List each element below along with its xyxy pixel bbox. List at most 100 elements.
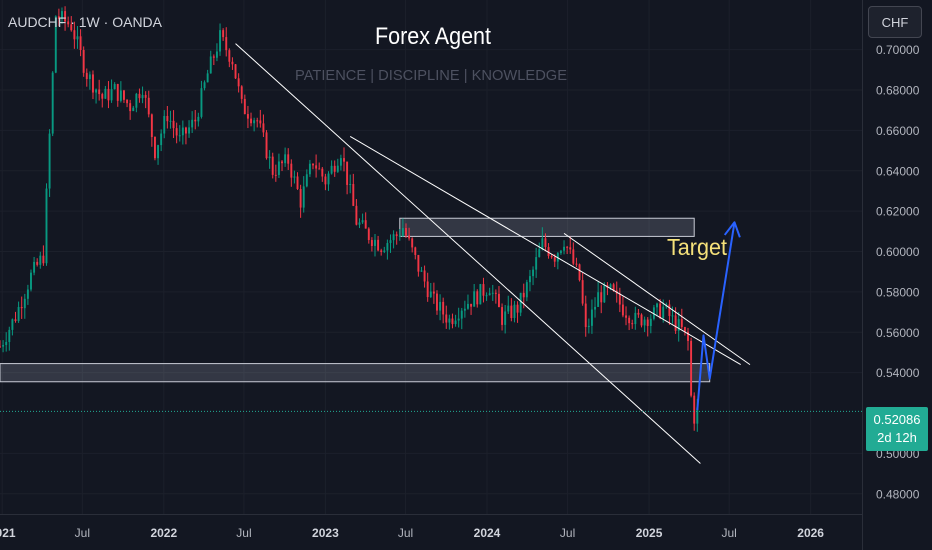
time-axis-separator: [0, 514, 862, 515]
candle-down: [544, 238, 547, 248]
candle-up: [507, 305, 510, 312]
y-tick-label: 0.62000: [876, 205, 920, 219]
candle-down: [318, 168, 321, 170]
candle-up: [488, 293, 491, 296]
candle-down: [243, 98, 246, 115]
candle-down: [426, 281, 429, 298]
candle-down: [417, 254, 420, 272]
candle-down: [98, 89, 101, 95]
candle-down: [64, 11, 67, 22]
candle-down: [423, 270, 426, 282]
candle-down: [281, 161, 283, 164]
candle-up: [643, 319, 646, 326]
candle-up: [457, 318, 460, 321]
symbol-label[interactable]: AUDCHF · 1W · OANDA: [8, 14, 162, 30]
candle-down: [470, 303, 473, 307]
candle-up: [113, 84, 116, 90]
candle-down: [0, 346, 1, 348]
candle-down: [494, 292, 497, 294]
candle-down: [287, 154, 290, 164]
candle-down: [246, 114, 249, 119]
candle-up: [491, 292, 494, 294]
candle-up: [48, 133, 51, 189]
candle-down: [222, 30, 225, 38]
candle-up: [2, 345, 5, 347]
candle-down: [231, 61, 234, 65]
candle-down: [184, 127, 187, 134]
candle-up: [696, 407, 699, 424]
currency-button[interactable]: CHF: [868, 6, 922, 38]
candle-up: [26, 289, 29, 299]
candle-up: [398, 235, 401, 237]
candle-up: [541, 238, 544, 250]
candle-down: [166, 115, 169, 122]
candle-down: [343, 158, 345, 162]
candle-up: [293, 176, 296, 178]
candle-up: [671, 315, 674, 317]
x-tick-label: 2025: [636, 526, 663, 540]
candle-down: [414, 247, 417, 255]
candle-up: [141, 94, 144, 99]
candle-up: [11, 319, 14, 330]
candle-up: [33, 261, 36, 273]
candle-down: [445, 314, 448, 323]
candle-down: [367, 228, 370, 241]
candle-down: [194, 119, 197, 122]
candle-up: [191, 119, 194, 128]
projection-arrow: [696, 221, 741, 411]
candle-up: [54, 16, 57, 73]
candle-up: [479, 284, 482, 305]
x-tick-label: 2024: [474, 526, 501, 540]
candle-down: [550, 255, 553, 258]
time-axis[interactable]: 2021 Jul 2022 Jul 2023 Jul 2024 Jul 2025 Jul 2026: [0, 526, 824, 540]
support-zone: [0, 363, 711, 383]
x-tick-label: Jul: [236, 526, 251, 540]
target-zone: [399, 217, 695, 237]
x-tick-label: Jul: [560, 526, 575, 540]
candle-down: [57, 16, 60, 19]
candle-down: [265, 132, 268, 159]
candle-down: [237, 78, 240, 87]
candle-up: [45, 188, 48, 264]
candle-up: [361, 220, 364, 223]
candle-up: [336, 165, 339, 172]
candle-up: [339, 158, 342, 166]
candle-down: [680, 319, 683, 328]
candle-up: [467, 303, 469, 309]
candle-up: [597, 292, 600, 307]
grid: [0, 0, 862, 514]
candle-down: [411, 238, 414, 248]
candle-up: [374, 239, 376, 246]
candle-up: [104, 88, 107, 99]
candle-down: [92, 74, 94, 93]
candle-down: [79, 36, 82, 51]
candle-down: [82, 50, 85, 73]
candle-down: [451, 318, 454, 325]
candle-up: [528, 276, 531, 283]
candle-up: [203, 82, 206, 89]
candle-up: [253, 120, 256, 124]
candle-down: [395, 234, 398, 237]
candle-down: [637, 312, 640, 315]
candle-up: [504, 311, 507, 325]
candle-up: [603, 285, 606, 303]
candle-down: [687, 331, 689, 341]
candle-up: [590, 309, 593, 326]
candle-up: [119, 90, 122, 101]
candle-up: [386, 243, 389, 251]
candle-up: [51, 72, 54, 134]
candle-up: [135, 93, 138, 108]
candle-up: [132, 107, 135, 112]
x-tick-label: Jul: [722, 526, 737, 540]
candle-down: [256, 120, 259, 122]
x-tick-label: 2022: [150, 526, 177, 540]
candle-up: [197, 116, 200, 122]
candle-up: [559, 250, 562, 254]
zones: [0, 217, 711, 383]
candle-up: [8, 329, 11, 342]
candle-up: [76, 36, 79, 40]
y-tick-label: 0.64000: [876, 164, 920, 178]
candle-up: [39, 255, 42, 265]
candle-down: [600, 292, 603, 303]
